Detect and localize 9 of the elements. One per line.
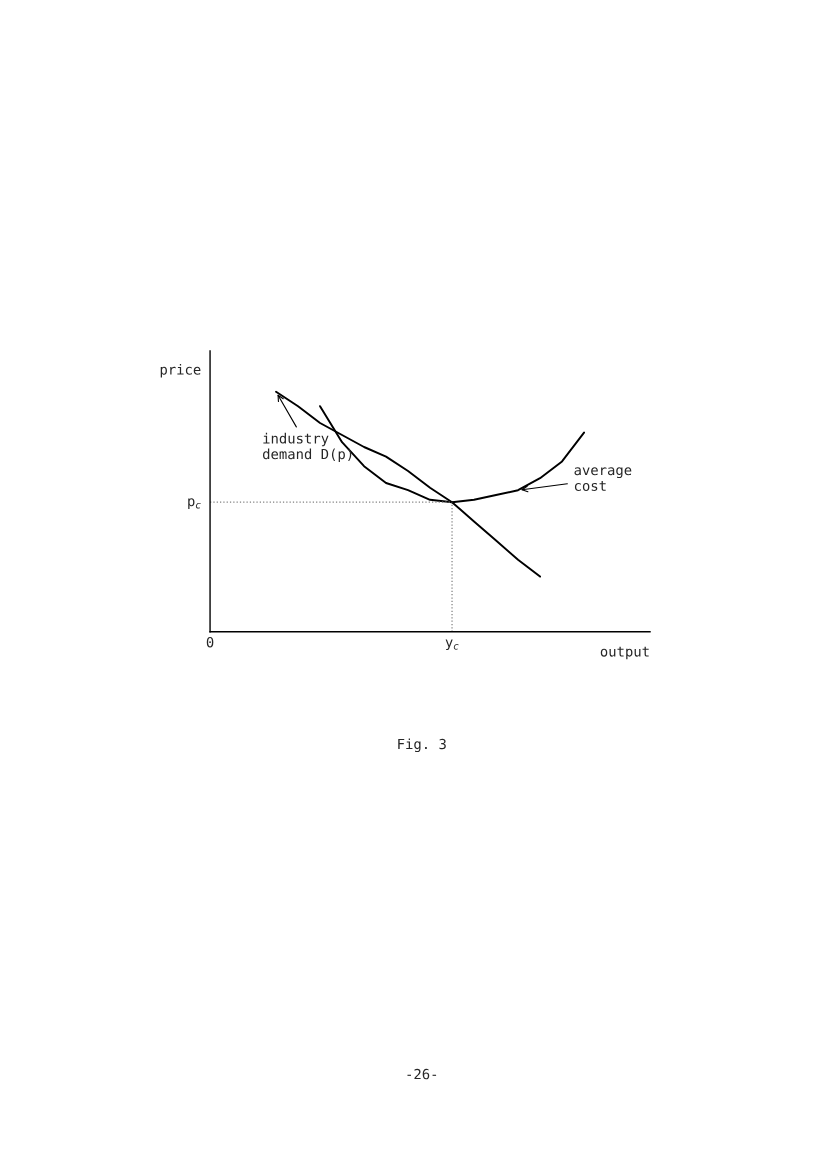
caption: Fig. 3	[398, 738, 446, 753]
x-tick-label: 0	[206, 636, 214, 648]
x-tick-label: y$_{c}$	[445, 639, 459, 651]
legend-label: average cost	[574, 467, 632, 491]
ref-line-label: p$_{c}$	[188, 498, 201, 509]
y-axis-title: price	[160, 363, 201, 378]
text: -26-	[407, 1068, 437, 1080]
x-axis-title: output	[600, 646, 649, 660]
series-label: industry demand D(p)	[263, 432, 352, 462]
